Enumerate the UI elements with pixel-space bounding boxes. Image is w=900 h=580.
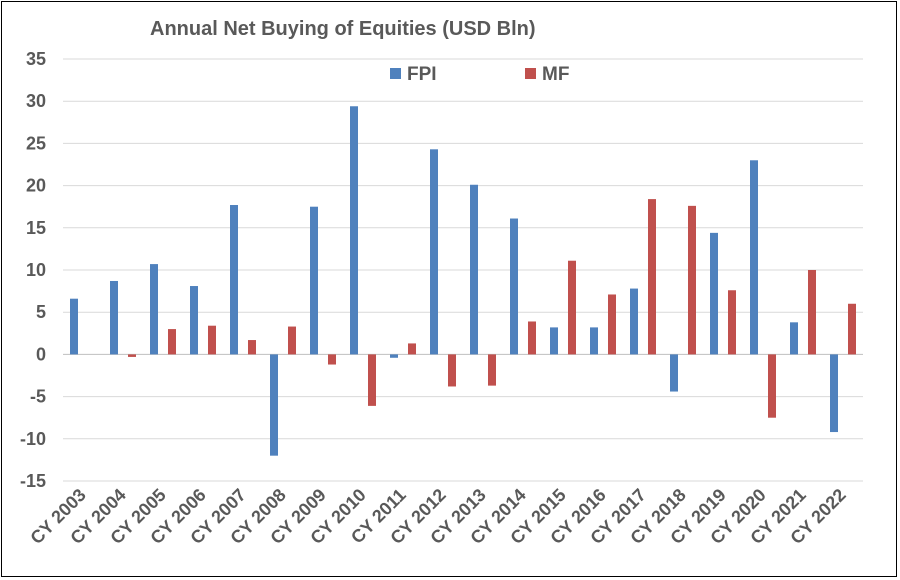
bar-mf: [768, 354, 776, 418]
bar-fpi: [710, 232, 718, 355]
bar-fpi: [110, 280, 118, 355]
y-tick-label: -15: [20, 471, 46, 491]
y-axis-ticks: 35 30 25 20 15 10 5 0 -5 -10 -15: [20, 49, 46, 491]
bar-fpi: [150, 264, 158, 355]
chart-title: Annual Net Buying of Equities (USD Bln): [150, 18, 536, 40]
bar-fpi: [270, 354, 278, 456]
legend: FPI MF: [390, 64, 569, 85]
legend-label-mf: MF: [542, 64, 569, 85]
gridlines: [63, 58, 863, 482]
bar-fpi: [470, 184, 478, 355]
y-tick-label: 20: [26, 176, 46, 196]
bar-fpi: [390, 354, 398, 358]
bar-fpi: [750, 160, 758, 355]
y-tick-label: 0: [36, 344, 46, 364]
legend-label-fpi: FPI: [407, 64, 437, 85]
legend-swatch-fpi: [390, 68, 401, 79]
y-tick-label: 25: [26, 133, 46, 153]
y-tick-label: -5: [30, 387, 46, 407]
bar-fpi: [670, 354, 678, 392]
bar-mf: [688, 205, 696, 355]
y-tick-label: 15: [26, 218, 46, 238]
bar-fpi: [550, 327, 558, 355]
bar-mf: [528, 321, 536, 355]
bar-mf: [728, 290, 736, 355]
y-tick-label: 5: [36, 302, 46, 322]
y-tick-label: 35: [26, 49, 46, 69]
bar-mf: [328, 354, 336, 365]
bar-fpi: [350, 106, 358, 355]
bars: [70, 106, 856, 456]
bar-mf: [288, 326, 296, 355]
bar-fpi: [430, 149, 438, 355]
bar-mf: [168, 329, 176, 355]
bar-mf: [848, 303, 856, 355]
bar-mf: [648, 199, 656, 355]
bar-fpi: [790, 322, 798, 355]
bar-fpi: [230, 205, 238, 355]
bar-mf: [208, 325, 216, 355]
bar-mf: [488, 354, 496, 386]
bar-mf: [608, 294, 616, 355]
y-tick-label: -10: [20, 429, 46, 449]
bar-fpi: [510, 218, 518, 355]
bar-fpi: [70, 298, 78, 355]
legend-swatch-mf: [525, 68, 536, 79]
bar-mf: [568, 260, 576, 355]
bar-mf: [368, 354, 376, 406]
bar-mf: [408, 343, 416, 355]
bar-fpi: [190, 286, 198, 355]
bar-fpi: [830, 354, 838, 433]
bar-mf: [448, 354, 456, 387]
y-tick-label: 30: [26, 91, 46, 111]
bar-mf: [808, 270, 816, 355]
bar-fpi: [310, 206, 318, 355]
bar-fpi: [630, 288, 638, 355]
y-tick-label: 10: [26, 260, 46, 280]
bar-mf: [248, 340, 256, 355]
bar-fpi: [590, 327, 598, 355]
bar-mf: [128, 354, 136, 357]
